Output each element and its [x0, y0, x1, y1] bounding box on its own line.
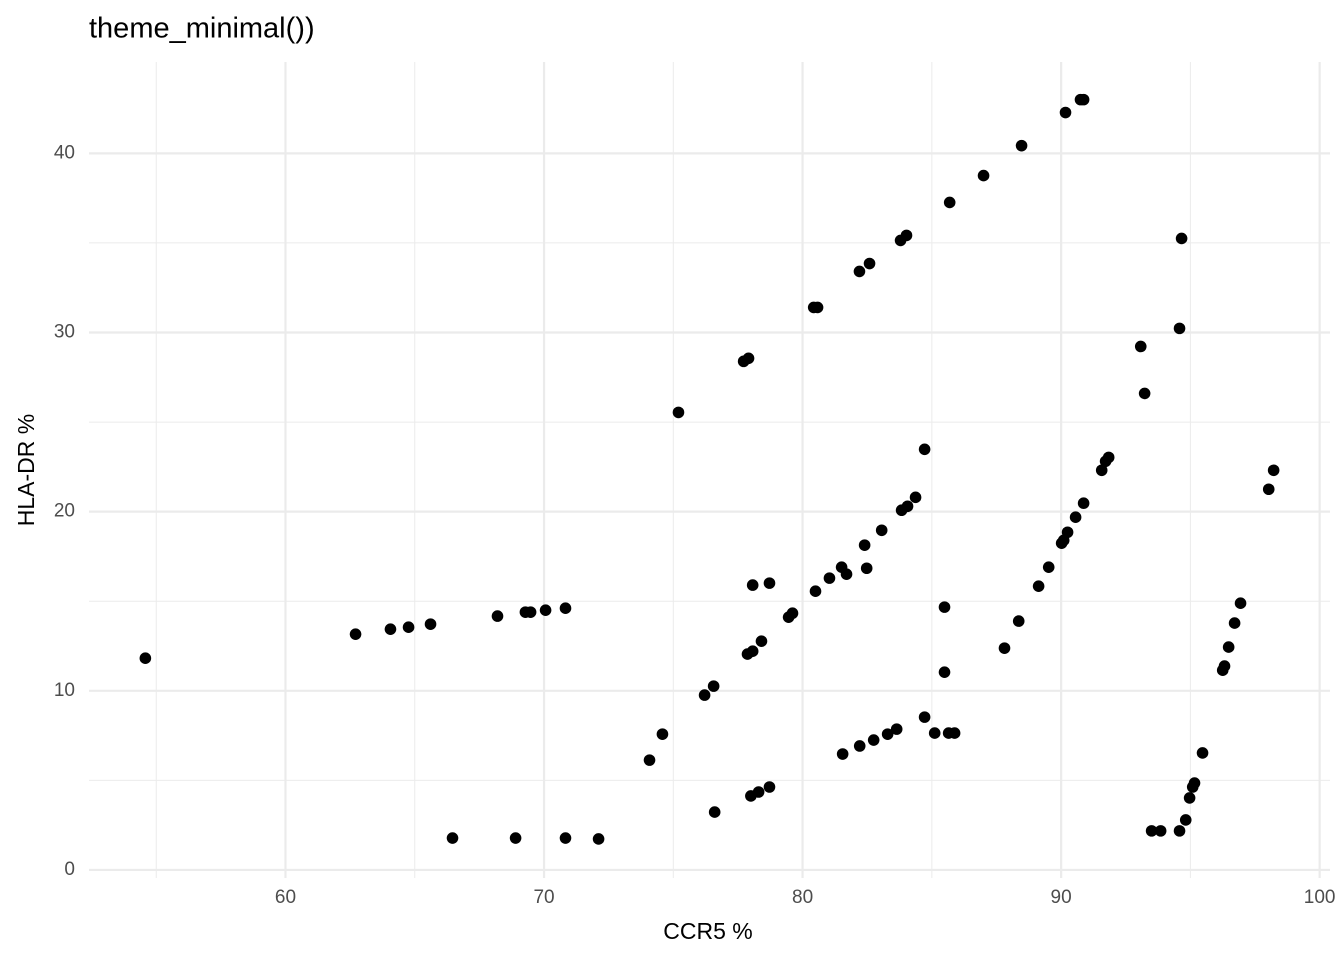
point	[909, 491, 922, 504]
point	[349, 628, 362, 640]
point	[853, 265, 866, 278]
point	[1173, 825, 1186, 837]
x-tick-label: 80	[792, 887, 813, 908]
x-tick-label: 70	[533, 887, 554, 908]
point	[1077, 497, 1090, 510]
point	[1196, 747, 1209, 759]
point	[823, 572, 836, 584]
point	[592, 833, 605, 845]
x-tick-label: 100	[1304, 887, 1336, 908]
point	[1138, 387, 1151, 400]
point	[1061, 526, 1074, 539]
point	[491, 610, 504, 622]
point	[402, 621, 415, 633]
point	[707, 680, 720, 692]
point	[938, 666, 951, 678]
point	[998, 642, 1011, 654]
point	[1069, 511, 1082, 524]
point	[863, 257, 876, 270]
point	[853, 740, 866, 752]
point	[742, 352, 755, 365]
point	[836, 748, 849, 760]
point	[1218, 660, 1231, 672]
y-tick-label: 30	[54, 322, 75, 343]
point	[1175, 232, 1188, 245]
point	[559, 832, 572, 844]
point	[1042, 561, 1055, 573]
point	[858, 539, 871, 551]
point	[948, 727, 961, 739]
y-tick-label: 0	[64, 859, 75, 880]
point	[424, 618, 437, 630]
point	[809, 585, 822, 597]
y-axis-label: HLA-DR %	[13, 414, 39, 526]
point	[755, 635, 768, 647]
point	[446, 832, 459, 844]
point	[867, 734, 880, 746]
point	[1154, 825, 1167, 837]
x-tick-label: 60	[275, 887, 296, 908]
point	[840, 568, 853, 580]
point	[943, 196, 956, 209]
point	[1228, 617, 1241, 629]
point	[1012, 615, 1025, 627]
point	[900, 229, 913, 242]
point	[752, 786, 765, 798]
y-tick-label: 40	[54, 142, 75, 163]
point	[786, 607, 799, 620]
point	[977, 169, 990, 182]
point	[524, 606, 537, 618]
point	[918, 711, 931, 723]
point	[928, 727, 941, 739]
point	[1183, 792, 1196, 804]
point	[918, 443, 931, 456]
point	[1059, 106, 1072, 119]
point	[384, 623, 397, 635]
point	[875, 524, 888, 537]
point	[698, 689, 711, 701]
point	[509, 832, 522, 844]
y-tick-label: 10	[54, 680, 75, 701]
point	[901, 500, 914, 513]
point	[881, 728, 894, 740]
point	[1134, 340, 1147, 353]
y-tick-label: 20	[54, 501, 75, 522]
point	[708, 806, 721, 818]
point	[539, 604, 552, 616]
x-tick-label: 90	[1051, 887, 1072, 908]
point	[559, 602, 572, 615]
point	[1262, 483, 1275, 496]
point	[811, 301, 824, 314]
point	[1015, 139, 1028, 152]
point	[938, 601, 951, 613]
point	[1095, 464, 1108, 477]
point	[1188, 777, 1201, 789]
point	[890, 723, 903, 735]
point	[643, 754, 656, 766]
point	[1102, 451, 1115, 464]
point	[860, 562, 873, 575]
chart-title: theme_minimal())	[89, 13, 315, 45]
point	[1222, 641, 1235, 653]
point	[656, 728, 669, 740]
point	[1179, 814, 1192, 826]
point	[1173, 322, 1186, 335]
point	[763, 577, 776, 589]
point	[1077, 93, 1090, 106]
point	[139, 652, 152, 664]
point	[672, 406, 685, 419]
point	[1032, 580, 1045, 592]
point	[1145, 825, 1158, 837]
point	[763, 781, 776, 793]
point	[1234, 597, 1247, 609]
point	[746, 579, 759, 591]
point	[746, 645, 759, 658]
x-axis-label: CCR5 %	[663, 918, 752, 944]
point	[1267, 464, 1280, 477]
